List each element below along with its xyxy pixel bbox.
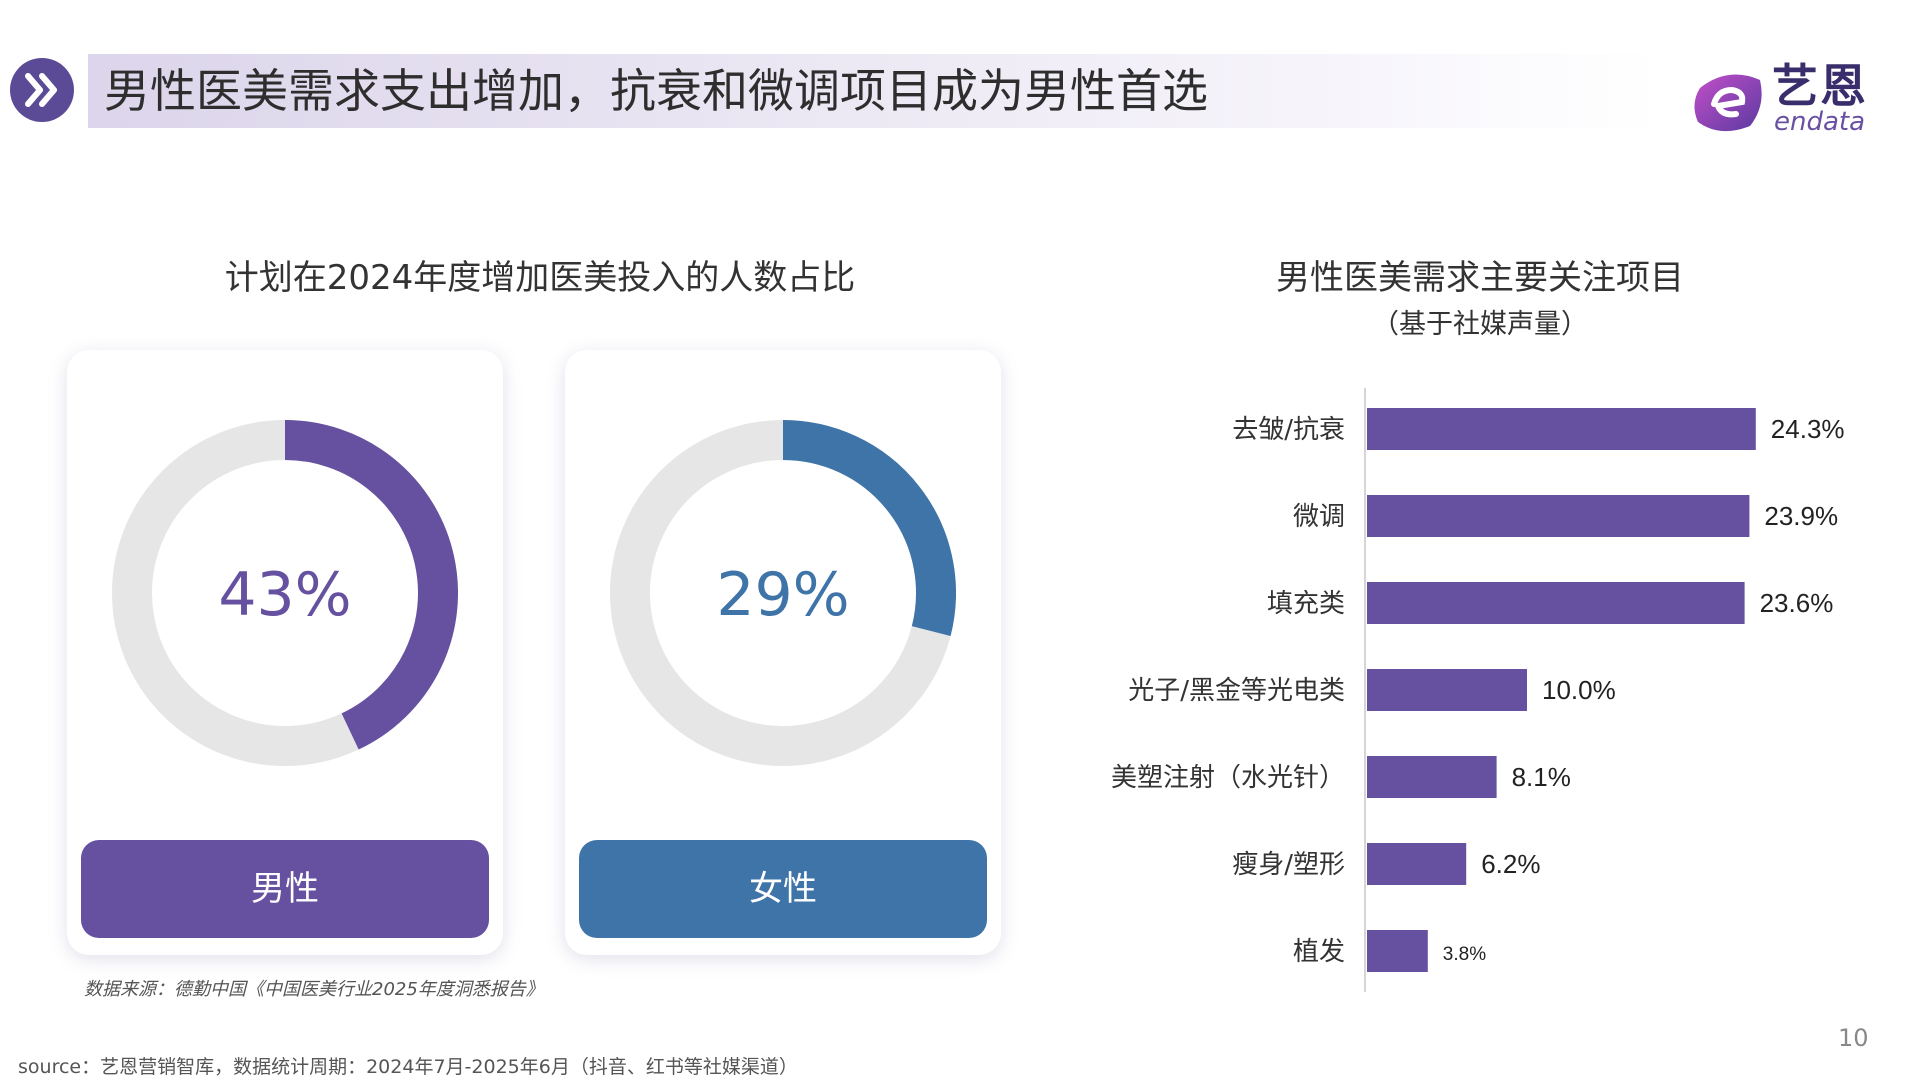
- bar-value-label: 23.6%: [1760, 588, 1834, 618]
- bar-category-label: 微调: [1293, 502, 1345, 532]
- footer-source: source：艺恩营销智库，数据统计周期：2024年7月-2025年6月（抖音、…: [18, 1056, 798, 1078]
- bar-chart: 去皱/抗衰 24.3% 微调 23.9% 填充类 23.6% 光子/黑金等光电类 10.0% 美…: [1111, 388, 1845, 992]
- bar-value-label: 23.9%: [1764, 501, 1838, 531]
- bar-category-label: 植发: [1293, 937, 1345, 967]
- bar: [1367, 582, 1745, 624]
- double-chevron-icon: [10, 58, 74, 122]
- donut-value-female: 29%: [716, 560, 850, 630]
- bar: [1367, 669, 1527, 711]
- logo-text-en: endata: [1774, 107, 1866, 137]
- donut-value-male: 43%: [218, 560, 352, 630]
- bar-category-label: 瘦身/塑形: [1232, 850, 1345, 880]
- logo-text-cn: 艺恩: [1772, 59, 1868, 113]
- bar: [1367, 843, 1467, 885]
- bar-category-label: 去皱/抗衰: [1232, 415, 1345, 445]
- page-title: 男性医美需求支出增加，抗衰和微调项目成为男性首选: [104, 64, 1208, 118]
- bar-value-label: 10.0%: [1542, 675, 1616, 705]
- donut-chart-female: [610, 420, 956, 766]
- bar: [1367, 408, 1756, 450]
- bar-category-label: 光子/黑金等光电类: [1128, 676, 1345, 706]
- donut-arc-female: [782, 420, 956, 637]
- bar-value-label: 6.2%: [1481, 849, 1540, 879]
- donut-arc-male: [284, 420, 458, 750]
- female-button[interactable]: 女性: [579, 840, 987, 938]
- data-source-note: 数据来源：德勤中国《中国医美行业2025年度洞悉报告》: [84, 979, 544, 1000]
- bar: [1367, 495, 1750, 537]
- bar-chart-title: 男性医美需求主要关注项目: [1276, 258, 1684, 298]
- bar: [1367, 756, 1497, 798]
- donut-chart-male: [112, 420, 458, 766]
- bar: [1367, 930, 1428, 972]
- endata-logo: 艺恩 endata: [1690, 58, 1890, 138]
- bar-value-label: 3.8%: [1443, 944, 1486, 965]
- donut-card-female: 29% 女性: [565, 350, 1001, 955]
- bar-category-label: 美塑注射（水光针）: [1111, 763, 1345, 793]
- bar-value-label: 8.1%: [1512, 762, 1571, 792]
- bar-category-label: 填充类: [1267, 589, 1345, 619]
- page-number: 10: [1838, 1024, 1869, 1052]
- header-bar: [88, 54, 1658, 128]
- bar-chart-subtitle: （基于社媒声量）: [1372, 309, 1588, 340]
- left-section-title: 计划在2024年度增加医美投入的人数占比: [224, 258, 856, 298]
- endata-logo-icon: [1694, 74, 1762, 132]
- bar-value-label: 24.3%: [1771, 414, 1845, 444]
- donut-card-male: 43% 男性: [67, 350, 503, 955]
- male-button[interactable]: 男性: [81, 840, 489, 938]
